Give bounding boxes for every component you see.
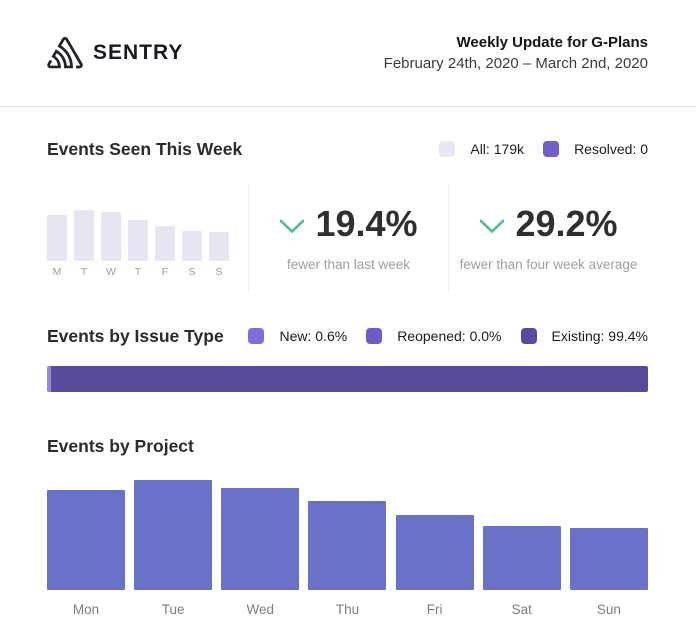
chart-axis-label: W bbox=[106, 266, 116, 278]
existing-swatch-icon bbox=[520, 328, 537, 344]
project-heading: Events by Project bbox=[47, 435, 194, 456]
chart-bar bbox=[74, 210, 94, 261]
issue-type-section-head: Events by Issue Type New: 0.6% Reopened:… bbox=[47, 324, 648, 348]
events-seen-legend: All: 179k Resolved: 0 bbox=[439, 141, 648, 157]
issue-type-legend: New: 0.6% Reopened: 0.0% Existing: 99.4% bbox=[248, 328, 648, 344]
issue-type-stacked-bar bbox=[47, 366, 648, 392]
chart-axis-label: S bbox=[215, 266, 223, 278]
resolved-swatch-icon bbox=[543, 141, 560, 157]
reopened-swatch-icon bbox=[366, 328, 383, 344]
chart-axis-label: Sun bbox=[596, 602, 621, 617]
legend-item-resolved: Resolved: 0 bbox=[543, 141, 648, 157]
chart-bar bbox=[155, 226, 175, 261]
chart-column: Tue bbox=[134, 480, 213, 617]
chart-bar bbox=[128, 220, 148, 261]
chart-axis-label: S bbox=[188, 266, 196, 278]
legend-label: All: 179k bbox=[470, 141, 525, 157]
chart-axis-label: Tue bbox=[161, 602, 185, 617]
chart-column: S bbox=[209, 232, 229, 279]
chart-column: W bbox=[101, 212, 121, 279]
sentry-wordmark: SENTRY bbox=[93, 41, 184, 64]
stat-caption: fewer than four week average bbox=[459, 257, 638, 272]
stacked-segment-new bbox=[47, 366, 51, 392]
all-swatch-icon bbox=[439, 141, 456, 157]
report-date-range: February 24th, 2020 – March 2nd, 2020 bbox=[383, 55, 648, 72]
chart-bar bbox=[482, 526, 561, 590]
sentry-logo: SENTRY bbox=[47, 37, 183, 69]
chart-column: S bbox=[182, 231, 202, 279]
legend-label: Reopened: 0.0% bbox=[397, 328, 502, 344]
chart-bar bbox=[308, 501, 387, 590]
report-header-text: Weekly Update for G-Plans February 24th,… bbox=[384, 32, 648, 74]
stat-vs-last-week: 19.4% fewer than last week bbox=[249, 185, 448, 290]
legend-item-all: All: 179k bbox=[439, 141, 524, 157]
legend-label: Resolved: 0 bbox=[574, 141, 648, 157]
chart-column: M bbox=[47, 215, 67, 279]
new-swatch-icon bbox=[248, 328, 265, 344]
stat-line: 29.2% bbox=[479, 203, 618, 245]
chart-axis-label: T bbox=[80, 266, 88, 278]
chart-column: Sat bbox=[482, 526, 561, 617]
column-divider bbox=[248, 185, 249, 290]
stat-line: 19.4% bbox=[279, 203, 418, 245]
chart-bar bbox=[101, 212, 121, 261]
chart-axis-label: Thu bbox=[335, 602, 360, 617]
header: SENTRY Weekly Update for G-Plans Februar… bbox=[0, 0, 696, 107]
chart-bar bbox=[209, 232, 229, 261]
events-by-project-bar-chart: Mon Tue Wed Thu Fri Sat Sun bbox=[47, 480, 648, 617]
trend-down-icon bbox=[479, 215, 505, 234]
sentry-logo-icon bbox=[47, 37, 83, 69]
legend-item-existing: Existing: 99.4% bbox=[520, 328, 649, 344]
chart-bar bbox=[134, 480, 213, 590]
chart-axis-label: M bbox=[52, 266, 62, 278]
legend-label: New: 0.6% bbox=[279, 328, 348, 344]
events-seen-section-head: Events Seen This Week All: 179k Resolved… bbox=[47, 136, 648, 162]
events-seen-stats-row: M T W T F S S 19.4% fewer than last week bbox=[47, 185, 648, 290]
chart-column: T bbox=[128, 220, 148, 279]
chart-bar bbox=[569, 528, 648, 590]
chart-column: F bbox=[155, 226, 175, 279]
chart-axis-label: T bbox=[134, 266, 142, 278]
stacked-segment-existing bbox=[50, 366, 648, 392]
stat-vs-four-week-average: 29.2% fewer than four week average bbox=[449, 185, 648, 290]
stat-caption: fewer than last week bbox=[286, 257, 411, 272]
chart-column: T bbox=[74, 210, 94, 279]
chart-column: Fri bbox=[395, 515, 474, 617]
chart-bar bbox=[182, 231, 202, 261]
issue-type-heading: Events by Issue Type bbox=[47, 325, 224, 346]
column-divider bbox=[448, 185, 449, 290]
chart-bar bbox=[395, 515, 474, 590]
legend-label: Existing: 99.4% bbox=[551, 328, 649, 344]
chart-column: Thu bbox=[308, 501, 387, 617]
chart-axis-label: F bbox=[161, 266, 169, 278]
chart-bar bbox=[47, 215, 67, 261]
chart-column: Sun bbox=[569, 528, 648, 617]
events-seen-heading: Events Seen This Week bbox=[47, 138, 243, 159]
chart-column: Wed bbox=[221, 488, 300, 617]
chart-bar bbox=[47, 490, 125, 590]
chart-bar bbox=[221, 488, 300, 590]
legend-item-reopened: Reopened: 0.0% bbox=[366, 328, 502, 344]
stat-value: 19.4% bbox=[315, 203, 418, 244]
chart-column: Mon bbox=[47, 490, 125, 617]
chart-axis-label: Mon bbox=[72, 602, 100, 617]
legend-item-new: New: 0.6% bbox=[248, 328, 347, 344]
trend-down-icon bbox=[279, 215, 305, 234]
report-title: Weekly Update for G-Plans bbox=[456, 34, 648, 51]
chart-axis-label: Wed bbox=[246, 602, 275, 617]
project-section-head: Events by Project bbox=[47, 434, 648, 458]
chart-axis-label: Sat bbox=[511, 602, 532, 617]
chart-axis-label: Fri bbox=[426, 602, 443, 617]
stat-value: 29.2% bbox=[515, 203, 618, 244]
